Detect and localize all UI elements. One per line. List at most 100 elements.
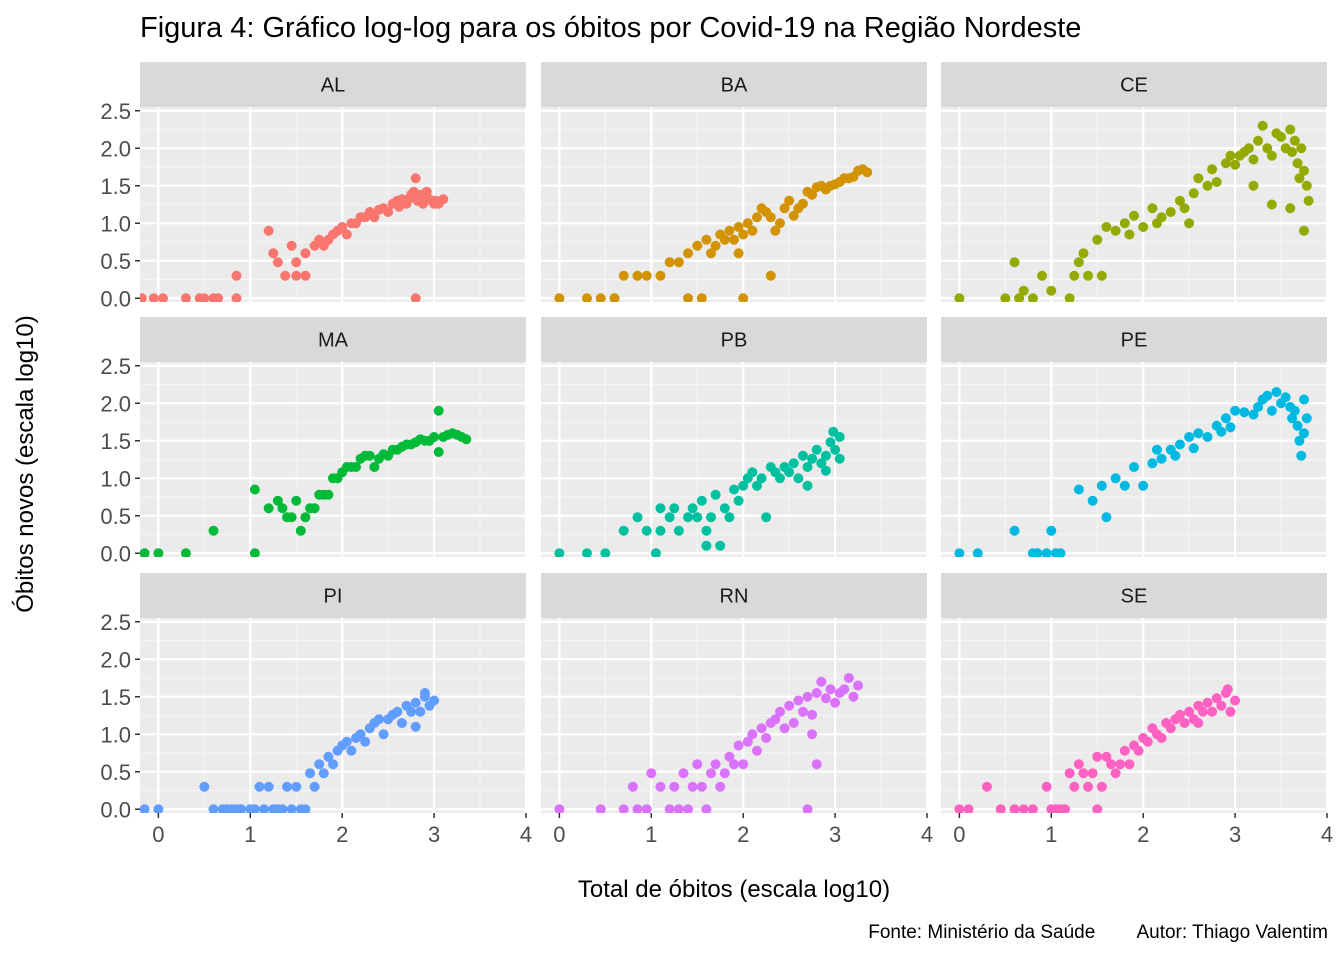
scatter-point	[1009, 257, 1020, 268]
major-gridlines	[140, 107, 526, 302]
scatter-point	[595, 804, 606, 813]
x-tick-label: 0	[553, 822, 565, 847]
scatter-point	[1151, 444, 1162, 455]
scatter-point	[277, 804, 288, 813]
scatter-point	[1188, 443, 1199, 454]
scatter-point	[1096, 781, 1107, 792]
scatter-point	[268, 248, 279, 259]
scatter-point	[706, 248, 717, 259]
scatter-point	[802, 691, 813, 702]
scatter-point	[1110, 768, 1121, 779]
scatter-point	[820, 693, 831, 704]
scatter-point	[788, 210, 799, 221]
scatter-point	[696, 781, 707, 792]
scatter-point	[1184, 706, 1195, 717]
y-tick-label: 0.5	[100, 249, 131, 274]
scatter-point	[1301, 180, 1312, 191]
scatter-point	[286, 512, 297, 523]
facet-strip-label: AL	[321, 75, 345, 97]
scatter-point	[811, 688, 822, 698]
scatter-point	[692, 512, 703, 523]
major-gridlines	[140, 362, 526, 557]
scatter-point	[641, 270, 652, 281]
scatter-point	[706, 768, 717, 779]
scatter-point	[180, 548, 191, 557]
facet-panel-pe: PE	[941, 317, 1327, 557]
scatter-point	[706, 512, 717, 523]
scatter-point	[830, 697, 841, 708]
scatter-point	[595, 293, 606, 302]
scatter-point	[309, 781, 320, 792]
scatter-point	[664, 804, 675, 813]
scatter-point	[286, 804, 297, 813]
scatter-point	[373, 714, 384, 725]
scatter-point	[1296, 143, 1307, 154]
scatter-point	[364, 450, 375, 461]
scatter-point	[300, 512, 311, 523]
scatter-point	[410, 721, 421, 732]
x-tick-label: 1	[1045, 822, 1057, 847]
scatter-point	[1101, 512, 1112, 523]
scatter-point	[646, 768, 657, 779]
scatter-point	[1248, 154, 1259, 165]
scatter-point	[816, 676, 827, 687]
scatter-point	[1271, 387, 1282, 397]
scatter-point	[1230, 695, 1241, 706]
scatter-point	[784, 195, 795, 206]
scatter-point	[788, 458, 799, 469]
scatter-point	[1069, 270, 1080, 281]
scatter-point	[834, 453, 845, 464]
scatter-point	[1073, 484, 1084, 495]
scatter-point	[673, 257, 684, 268]
scatter-series-pe	[954, 387, 1312, 557]
scatter-point	[1230, 405, 1241, 416]
scatter-point	[770, 714, 781, 725]
scatter-point	[1018, 804, 1029, 813]
scatter-point	[1087, 768, 1098, 779]
scatter-point	[360, 736, 371, 747]
scatter-point	[710, 240, 721, 251]
scatter-series-ce	[954, 120, 1314, 302]
scatter-point	[1257, 120, 1268, 131]
facet-strip	[140, 317, 526, 362]
scatter-point	[807, 189, 818, 200]
x-tick-label: 1	[244, 822, 256, 847]
scatter-point	[701, 525, 712, 536]
facet-panel-ce: CE	[941, 62, 1327, 302]
scatter-point	[1092, 804, 1103, 813]
scatter-point	[1165, 207, 1176, 217]
scatter-point	[839, 684, 850, 695]
scatter-point	[738, 293, 749, 302]
scatter-point	[1220, 413, 1231, 424]
scatter-point	[1142, 736, 1153, 747]
facet-panel-rn: RN 0 1 2 3 4	[541, 573, 933, 847]
scatter-point	[249, 484, 260, 495]
chart-title: Figura 4: Gráfico log-log para os óbitos…	[140, 12, 1082, 44]
scatter-point	[1064, 768, 1075, 779]
scatter-point	[655, 503, 666, 514]
scatter-point	[1243, 143, 1254, 154]
scatter-point	[140, 293, 147, 302]
y-axis-label: Óbitos novos (escala log10)	[12, 315, 39, 613]
scatter-point	[774, 218, 785, 229]
scatter-point	[1027, 804, 1038, 813]
scatter-point	[1041, 548, 1052, 557]
facet-panel-pb: PB	[541, 317, 927, 557]
scatter-point	[410, 697, 421, 708]
scatter-point	[254, 781, 265, 792]
scatter-series-pb	[554, 426, 845, 557]
major-gridlines	[941, 362, 1327, 557]
scatter-point	[664, 257, 675, 268]
scatter-point	[1046, 525, 1057, 536]
facet-panel-se: SE 0 1 2 3 4	[941, 573, 1333, 847]
scatter-point	[259, 804, 270, 813]
scatter-point	[807, 709, 818, 720]
y-tick-label: 2.5	[100, 354, 131, 379]
scatter-point	[280, 270, 291, 281]
scatter-point	[157, 293, 168, 302]
scatter-point	[632, 512, 643, 523]
scatter-point	[761, 733, 772, 743]
facet-strip-label: CE	[1120, 75, 1148, 97]
scatter-point	[213, 293, 224, 302]
scatter-point	[807, 729, 818, 740]
